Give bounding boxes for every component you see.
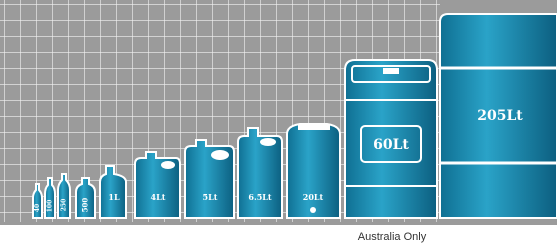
- container-label: 205Lt: [477, 108, 523, 124]
- handle: [161, 161, 175, 169]
- container-label: 60Lt: [373, 137, 409, 153]
- container-label: 20Lt: [303, 192, 324, 202]
- footnote: Australia Only: [358, 231, 427, 243]
- page: 40 100 250 500 1L 4Lt 5Lt 6.5Lt 20Lt 60L…: [0, 0, 557, 245]
- cap: [310, 207, 316, 213]
- container-label: 40: [34, 204, 41, 212]
- handle: [260, 138, 276, 146]
- lid: [298, 124, 330, 130]
- container-label: 5Lt: [203, 192, 218, 202]
- drum-20: [287, 124, 340, 218]
- container-label: 1L: [108, 192, 120, 202]
- container-label: 500: [81, 198, 90, 213]
- container-label: 100: [47, 200, 54, 213]
- jerrycan: [135, 152, 180, 218]
- container-label: 6.5Lt: [248, 192, 272, 202]
- container-label: 4Lt: [151, 192, 166, 202]
- handle: [211, 150, 229, 160]
- containers-graphic: 40 100 250 500 1L 4Lt 5Lt 6.5Lt 20Lt 60L…: [0, 0, 557, 245]
- container-label: 250: [61, 199, 68, 212]
- rim-handle: [383, 68, 399, 74]
